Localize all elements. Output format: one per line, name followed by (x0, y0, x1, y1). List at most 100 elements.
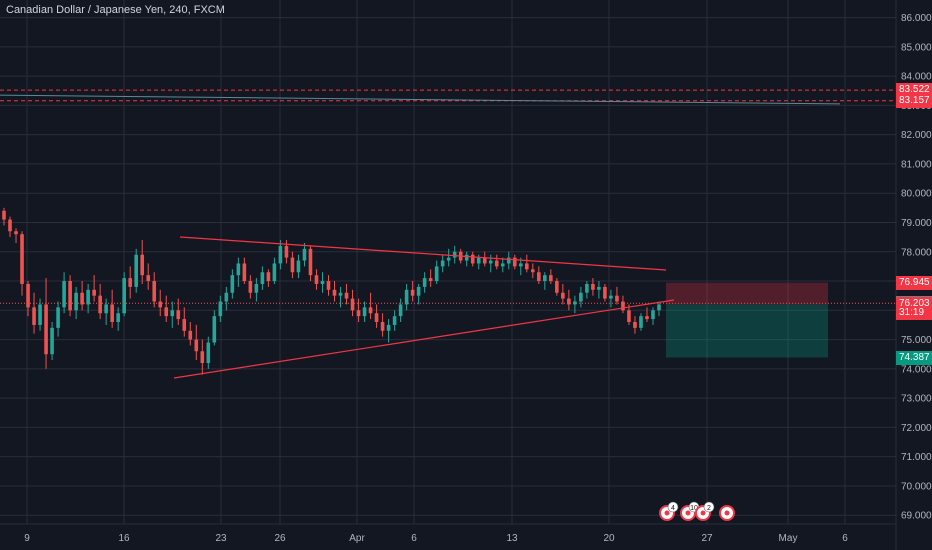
x-tick-label: May (779, 533, 798, 544)
candle-body (194, 339, 199, 352)
symbol-title[interactable]: Canadian Dollar / Japanese Yen, 240, FXC… (6, 4, 225, 16)
price-label-level-upper: 83.522 (896, 83, 932, 98)
candle-body (549, 275, 553, 282)
candle-body (212, 316, 217, 343)
candle-body (86, 289, 90, 305)
event-badges[interactable]: 4 10 2 (659, 501, 735, 521)
candle-body (224, 292, 229, 302)
candle-body (74, 292, 78, 311)
candle-body (320, 281, 325, 284)
x-tick-label: 6 (411, 533, 417, 544)
candle-body (314, 275, 319, 284)
candle-body (494, 260, 499, 267)
trendlines[interactable] (173, 236, 675, 379)
candle-body (110, 304, 114, 323)
x-tick-label: 27 (701, 533, 713, 544)
candle-body (32, 307, 36, 325)
candle-body (597, 286, 601, 290)
candle-body (170, 310, 175, 317)
candle-body (573, 301, 577, 305)
candle-body (579, 292, 583, 302)
lower-trendline (173, 299, 675, 379)
candle-body (260, 272, 265, 284)
event-count-label: 4 (671, 505, 675, 512)
event-badge[interactable]: 2 (695, 501, 715, 521)
candle-body (434, 266, 439, 282)
candle-body (230, 275, 235, 293)
candle-body (531, 269, 535, 273)
candle-body (290, 257, 295, 273)
candle-body (518, 263, 523, 267)
x-tick-label: 13 (506, 533, 518, 544)
candle-body (446, 257, 451, 261)
time-axis[interactable]: 9 16 23 26 Apr 6 13 20 27 May 6 (0, 523, 896, 544)
candle-body (140, 254, 145, 276)
event-badge-dot (700, 510, 706, 516)
candle-body (182, 319, 187, 331)
x-tick-label: 26 (274, 533, 286, 544)
candle-body (464, 254, 469, 261)
candle-body (344, 292, 349, 299)
candle-body (482, 257, 487, 264)
candle-body (368, 307, 373, 314)
x-tick-label: Apr (349, 533, 365, 544)
candle-body (50, 327, 54, 355)
y-tick-label: 79.000 (901, 218, 932, 229)
candle-body (470, 254, 475, 264)
candle-body (543, 275, 547, 282)
candle-body (176, 310, 181, 320)
x-tick-label: 23 (215, 533, 227, 544)
candle-body (152, 281, 157, 302)
candle-body (537, 272, 541, 282)
candle-body (512, 257, 517, 267)
x-tick-label: 6 (842, 533, 848, 544)
candle-body (506, 257, 511, 264)
y-tick-label: 86.000 (901, 13, 932, 24)
candle-body (62, 281, 66, 308)
candle-body (362, 307, 367, 317)
y-tick-label: 72.000 (901, 423, 932, 434)
event-badge-dot (664, 510, 670, 516)
upper-trendline (179, 236, 667, 271)
candle-body (350, 298, 355, 311)
y-tick-label: 74.000 (901, 364, 932, 375)
candle-body (609, 295, 613, 299)
candle-body (452, 251, 457, 258)
event-badge-dot (724, 510, 730, 516)
candle-body (398, 304, 403, 317)
candle-body (326, 281, 331, 290)
candle-body (98, 295, 102, 314)
candle-body (591, 283, 595, 290)
y-tick-label: 84.000 (901, 72, 932, 83)
candle-body (639, 316, 643, 328)
candle-body (404, 289, 409, 305)
candle-body (116, 313, 120, 323)
candle-body (188, 330, 193, 340)
event-count-bubble (667, 501, 679, 513)
candle-body (218, 301, 223, 317)
candle-body (284, 245, 289, 258)
event-badge[interactable] (719, 505, 735, 521)
candle-body (128, 278, 132, 287)
candle-body (56, 307, 60, 328)
event-badge[interactable]: 4 (659, 501, 679, 521)
y-tick-label: 85.000 (901, 42, 932, 53)
short-position-tool[interactable] (666, 282, 828, 358)
candle-body (236, 263, 241, 276)
y-tick-label: 78.000 (901, 247, 932, 258)
candle-body (422, 278, 427, 287)
y-tick-label: 70.000 (901, 481, 932, 492)
take-profit-zone (666, 304, 828, 358)
y-tick-label: 82.000 (901, 130, 932, 141)
candle-body (603, 286, 607, 299)
candlestick-series (2, 207, 661, 375)
candle-body (266, 272, 271, 282)
candle-body (567, 298, 571, 305)
candle-body (14, 231, 18, 235)
candle-body (410, 289, 415, 296)
long-horizontal-ray (0, 94, 841, 105)
candle-body (158, 301, 163, 308)
candle-body (627, 310, 631, 323)
y-tick-label: 75.000 (901, 335, 932, 346)
